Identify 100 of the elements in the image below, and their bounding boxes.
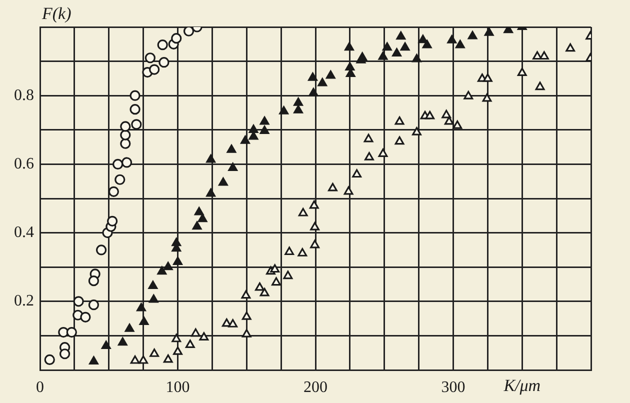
point [44,354,55,366]
point [228,162,238,172]
point [412,54,422,62]
point [163,262,173,270]
point [308,72,318,81]
point [328,182,338,192]
point [396,31,406,40]
point [120,121,131,132]
point [112,158,124,170]
point [400,42,410,51]
point [120,138,131,149]
point [364,134,374,142]
point [107,216,118,226]
point [352,169,362,178]
point [163,354,173,363]
point [206,188,216,197]
point [80,312,91,322]
point [394,136,404,145]
y-tick-label: 0.4 [14,224,34,242]
point [394,116,404,125]
point [272,277,281,286]
point [298,248,308,256]
point [539,51,549,60]
point [114,174,126,185]
point [378,52,388,60]
point [418,34,428,44]
point [171,33,182,44]
point [260,288,270,296]
point [425,110,435,120]
point [260,116,270,125]
x-tick-label: 300 [441,378,466,396]
point [130,355,140,364]
point [149,64,160,75]
point [358,52,368,61]
point [364,152,374,160]
point [59,348,70,360]
point [139,316,149,326]
point [194,206,204,216]
point [298,208,308,216]
point [270,264,280,273]
point [198,214,208,222]
point [185,340,195,348]
point [412,127,422,136]
point [344,186,354,195]
point [136,302,146,312]
y-tick-label: 0.8 [14,86,34,104]
point [130,90,140,101]
point [345,62,355,71]
point [190,328,200,337]
point [218,177,228,186]
point [120,130,131,140]
point [241,290,251,299]
point [101,340,111,350]
y-tick-label: 0.2 [14,292,34,310]
point [517,68,527,76]
point [173,256,182,266]
point [318,78,328,86]
point [482,93,492,102]
point [158,57,170,68]
point [309,200,319,209]
point [283,270,293,280]
point [144,52,156,64]
point [66,326,77,338]
x-tick-label: 200 [304,378,328,396]
point [392,48,402,56]
point [148,280,158,290]
point [173,346,182,355]
point [130,104,140,115]
point [96,244,107,256]
point [532,51,542,60]
point [88,300,100,310]
x-tick-label: 0 [36,378,44,396]
point [326,70,336,79]
point [566,43,576,52]
point [58,326,69,338]
x-axis-title: K/μm [502,376,541,395]
point [447,35,457,44]
point [73,296,84,307]
point [442,110,452,118]
point [240,136,250,144]
point [118,337,128,346]
point [228,319,238,328]
point [157,40,168,50]
point [255,282,264,291]
point [192,221,202,230]
point [308,88,318,96]
point [138,355,148,364]
y-tick-label: 0.6 [14,155,34,172]
point [172,334,182,342]
point [89,356,98,364]
point [108,186,119,197]
point [484,28,494,36]
y-axis-title: F(k) [41,4,72,23]
point [248,124,258,133]
point [279,106,289,114]
point [344,42,354,51]
point [124,324,134,332]
point [482,73,492,82]
point [121,157,132,168]
point [535,82,545,90]
